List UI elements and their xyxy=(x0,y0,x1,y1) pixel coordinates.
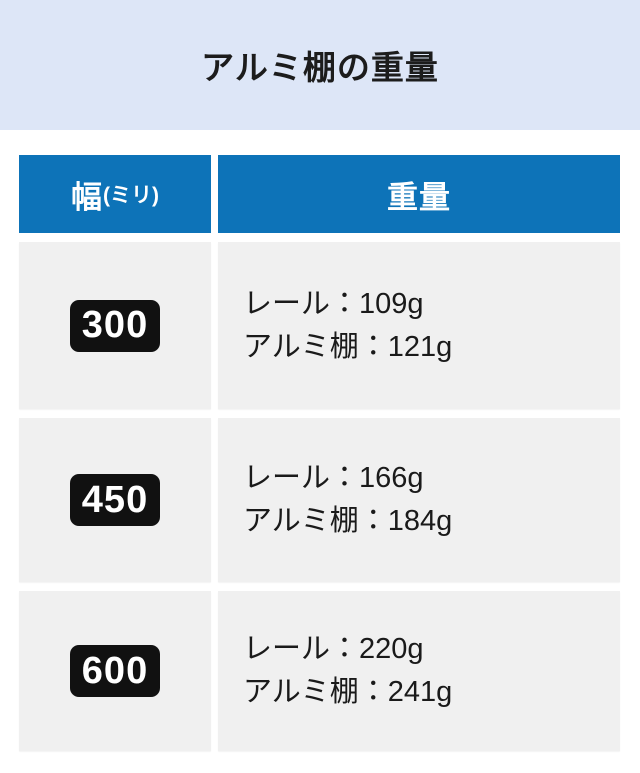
weight-line-shelf: アルミ棚：241g xyxy=(243,676,453,708)
width-cell: 300 xyxy=(19,242,211,409)
weight-line-rail: レール：220g xyxy=(243,633,424,665)
weight-table: 幅 (ミリ) 重量 300 レール：109g アルミ棚：121g 450 レール：… xyxy=(19,155,620,751)
column-header-width-label: 幅 xyxy=(71,179,103,215)
page-header: アルミ棚の重量 xyxy=(0,0,640,130)
weight-line-shelf: アルミ棚：121g xyxy=(243,330,453,363)
width-badge: 300 xyxy=(70,299,160,352)
column-header-width: 幅 (ミリ) xyxy=(19,155,211,233)
column-header-weight: 重量 xyxy=(218,155,620,233)
column-header-width-unit: (ミリ) xyxy=(103,184,159,207)
width-cell: 600 xyxy=(19,591,211,751)
weight-cell: レール：220g アルミ棚：241g xyxy=(218,591,620,751)
width-badge: 450 xyxy=(70,474,160,526)
weight-cell: レール：166g アルミ棚：184g xyxy=(218,418,620,582)
weight-line-rail: レール：166g xyxy=(243,462,424,494)
width-cell: 450 xyxy=(19,418,211,582)
width-badge: 600 xyxy=(70,645,160,697)
weight-cell: レール：109g アルミ棚：121g xyxy=(218,242,620,409)
column-header-weight-label: 重量 xyxy=(387,179,451,215)
page-title: アルミ棚の重量 xyxy=(201,49,439,86)
weight-line-rail: レール：109g xyxy=(243,287,424,320)
weight-line-shelf: アルミ棚：184g xyxy=(243,505,453,537)
